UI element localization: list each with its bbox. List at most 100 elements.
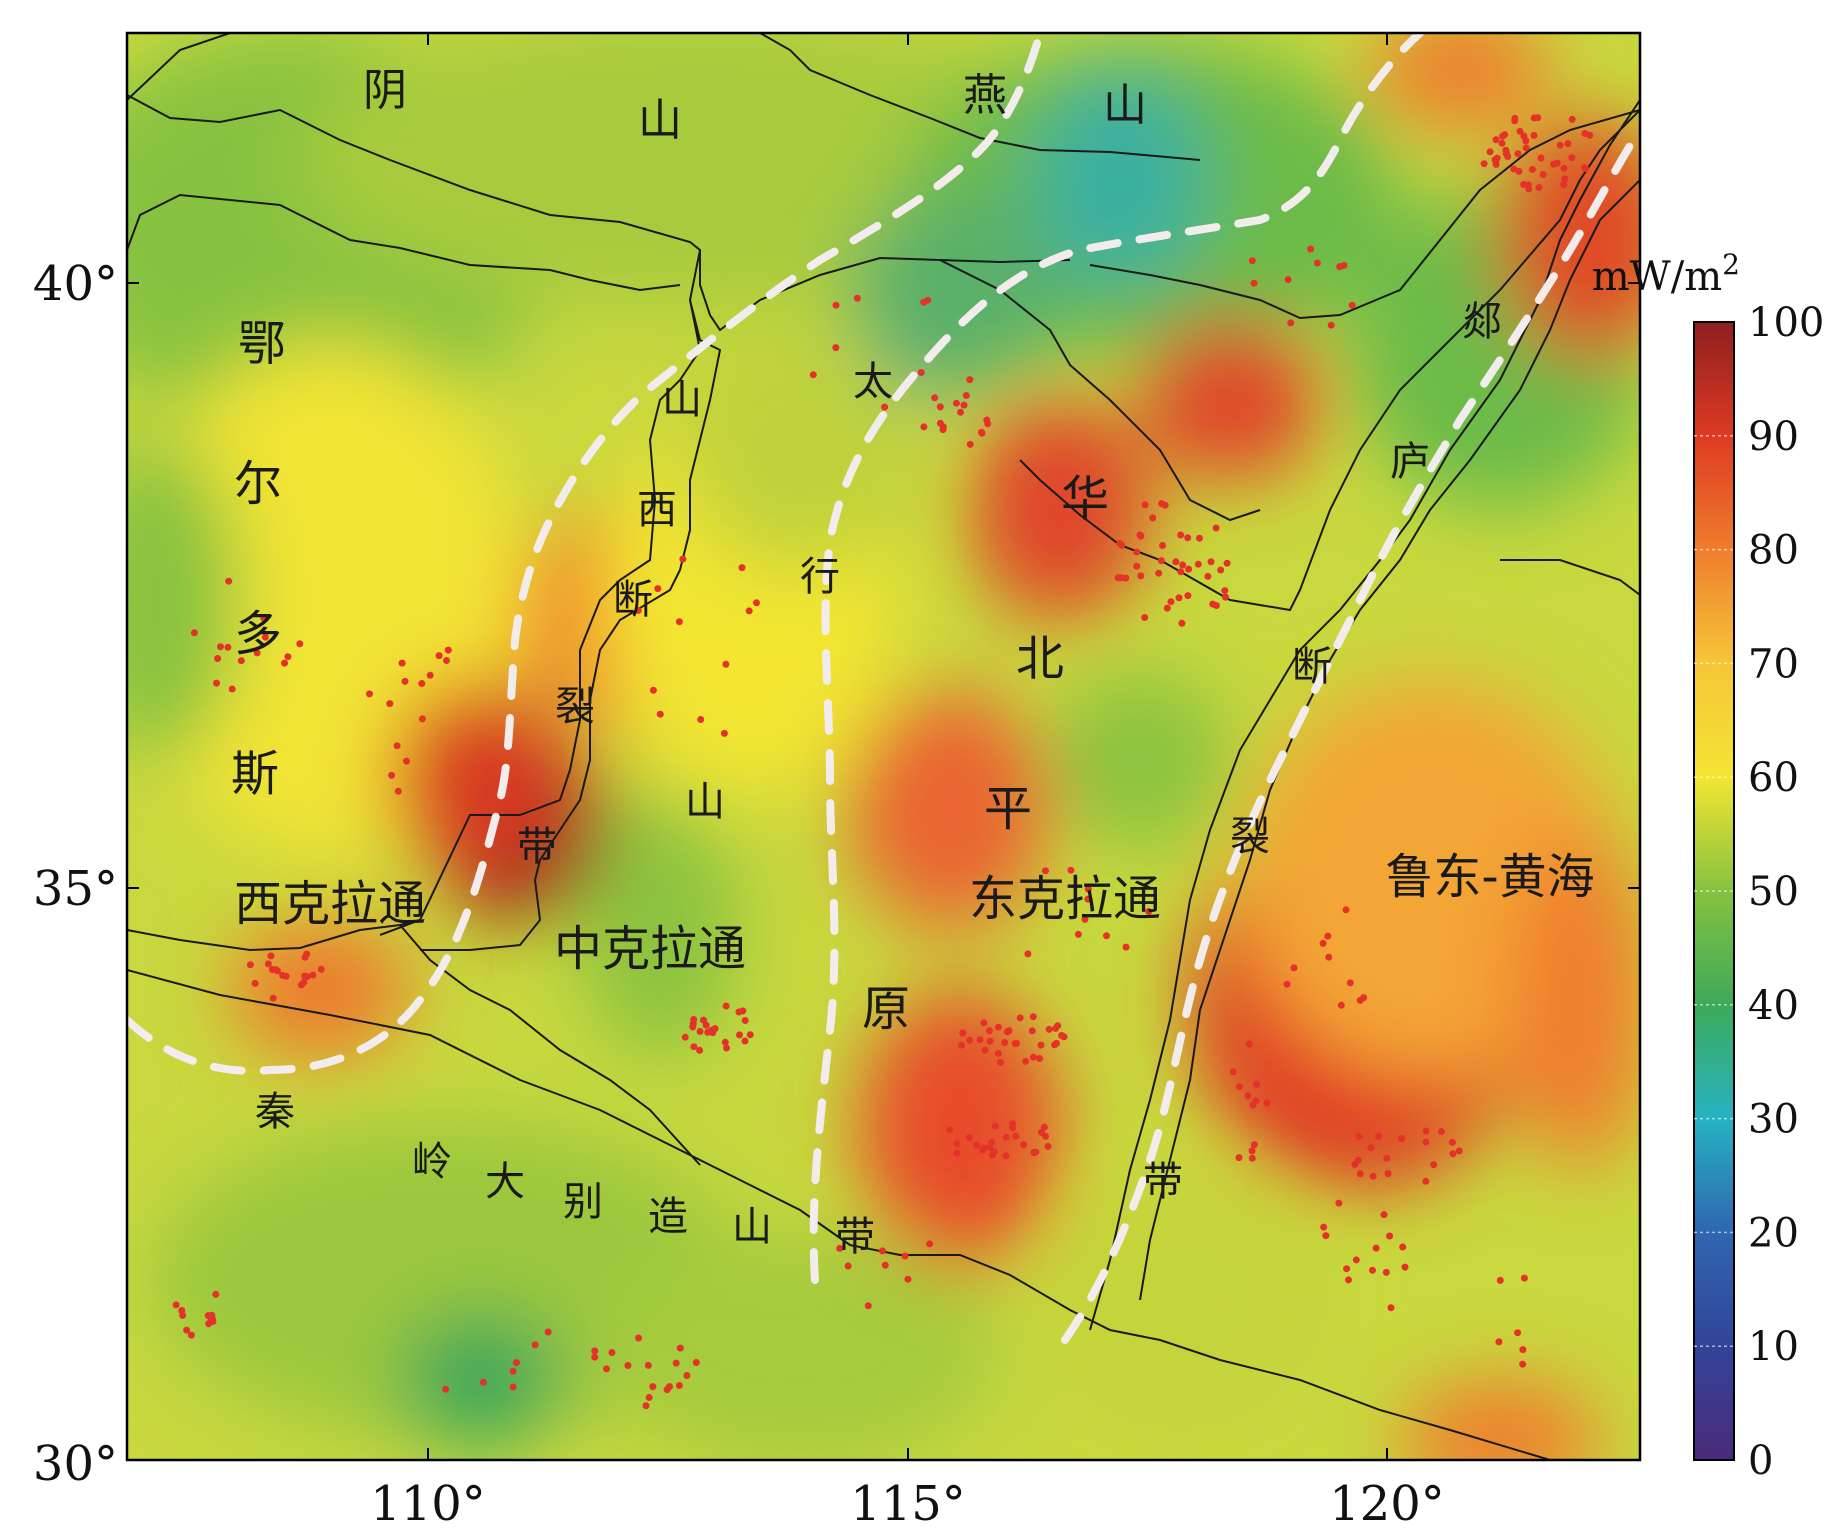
measurement-point — [1514, 1329, 1522, 1337]
measurement-point — [1053, 1039, 1060, 1047]
measurement-point — [1136, 531, 1144, 539]
label-central-craton: 中克拉通 — [554, 921, 746, 977]
measurement-point — [720, 729, 728, 737]
measurement-point — [1184, 592, 1192, 600]
colorbar-unit: mW/m2 — [1592, 248, 1740, 300]
measurement-point — [284, 653, 292, 661]
measurement-point — [1116, 540, 1124, 547]
label-taihang-2: 行 — [800, 554, 840, 600]
measurement-point — [1520, 132, 1528, 140]
label-qinling-1: 秦 — [255, 1089, 295, 1135]
measurement-point — [403, 757, 410, 765]
measurement-point — [398, 659, 406, 667]
measurement-point — [1516, 127, 1524, 135]
label-ordos-4: 斯 — [231, 746, 279, 802]
measurement-point — [649, 1383, 657, 1391]
measurement-point — [1398, 1135, 1406, 1142]
label-yanshan-1: 燕 — [963, 70, 1007, 121]
measurement-point — [1352, 1256, 1360, 1264]
measurement-point — [702, 1021, 710, 1029]
label-ncp-3: 平 — [984, 781, 1032, 837]
measurement-point — [696, 1028, 704, 1035]
measurement-point — [1561, 175, 1569, 183]
label-shanxi-mid: 山 — [685, 779, 725, 825]
measurement-point — [735, 1008, 743, 1016]
measurement-point — [1550, 160, 1558, 168]
colorbar-tick-0: 0 — [1748, 1438, 1773, 1484]
label-tanlu-4: 裂 — [1230, 814, 1270, 860]
label-fenwei-4: 裂 — [555, 684, 595, 730]
measurement-point — [1422, 1138, 1430, 1146]
measurement-point — [1029, 1013, 1037, 1021]
measurement-point — [953, 1149, 961, 1157]
measurement-point — [1337, 1001, 1345, 1009]
measurement-point — [1029, 1053, 1037, 1061]
measurement-point — [1369, 1266, 1376, 1274]
measurement-point — [1367, 1144, 1375, 1152]
measurement-point — [1058, 1032, 1066, 1039]
measurement-point — [1044, 1142, 1052, 1150]
measurement-point — [696, 1046, 704, 1054]
measurement-point — [513, 1359, 520, 1366]
measurement-point — [443, 657, 450, 664]
measurement-point — [1448, 1138, 1456, 1146]
measurement-point — [1492, 136, 1500, 144]
measurement-point — [1207, 558, 1215, 566]
measurement-point — [1324, 932, 1332, 940]
measurement-point — [1042, 1132, 1049, 1140]
measurement-point — [418, 715, 426, 723]
colorbar-tick-40: 40 — [1748, 983, 1799, 1029]
measurement-point — [1172, 558, 1180, 566]
measurement-point — [1141, 614, 1149, 621]
measurement-point — [1244, 1092, 1252, 1100]
measurement-point — [1009, 1120, 1017, 1128]
measurement-point — [1510, 165, 1518, 173]
colorbar-tick-50: 50 — [1748, 869, 1799, 915]
measurement-point — [722, 660, 730, 668]
measurement-point — [435, 652, 443, 660]
measurement-point — [1133, 548, 1141, 556]
y-tick-40: 40° — [33, 256, 118, 312]
measurement-point — [649, 686, 657, 694]
measurement-point — [228, 685, 236, 693]
measurement-point — [1024, 950, 1032, 958]
measurement-point — [917, 369, 925, 376]
measurement-point — [608, 1349, 616, 1356]
measurement-point — [1568, 154, 1576, 162]
measurement-point — [1437, 1128, 1445, 1135]
measurement-point — [692, 1359, 700, 1366]
label-tanlu-5: 带 — [1143, 1159, 1183, 1205]
measurement-point — [1250, 1141, 1258, 1149]
measurement-point — [980, 1019, 988, 1027]
label-tanlu-3: 断 — [1292, 644, 1332, 690]
measurement-point — [675, 1382, 683, 1389]
measurement-point — [246, 961, 254, 969]
label-orogen-3: 带 — [835, 1214, 875, 1260]
measurement-point — [1525, 185, 1533, 193]
measurement-point — [1336, 263, 1344, 271]
measurement-point — [281, 659, 288, 667]
label-fenwei-1: 山 — [662, 377, 702, 423]
measurement-point — [1005, 1027, 1013, 1035]
measurement-point — [204, 1312, 212, 1320]
measurement-point — [1382, 1268, 1390, 1276]
measurement-point — [1519, 1360, 1527, 1368]
measurement-point — [1283, 980, 1291, 988]
measurement-point — [722, 1002, 730, 1010]
measurement-point — [901, 1252, 909, 1260]
measurement-point — [1074, 930, 1082, 938]
measurement-point — [984, 420, 992, 428]
measurement-point — [212, 1290, 220, 1298]
measurement-point — [1161, 501, 1169, 509]
measurement-point — [366, 690, 373, 698]
measurement-point — [1342, 906, 1350, 914]
measurement-point — [1537, 154, 1545, 162]
measurement-point — [853, 294, 861, 302]
measurement-point — [1217, 566, 1225, 574]
measurement-point — [1511, 114, 1519, 122]
label-ordos-1: 鄂 — [238, 316, 286, 372]
measurement-point — [672, 1359, 680, 1367]
measurement-point — [1519, 1346, 1527, 1354]
measurement-point — [683, 1372, 691, 1379]
colorbar-tick-80: 80 — [1748, 528, 1799, 574]
